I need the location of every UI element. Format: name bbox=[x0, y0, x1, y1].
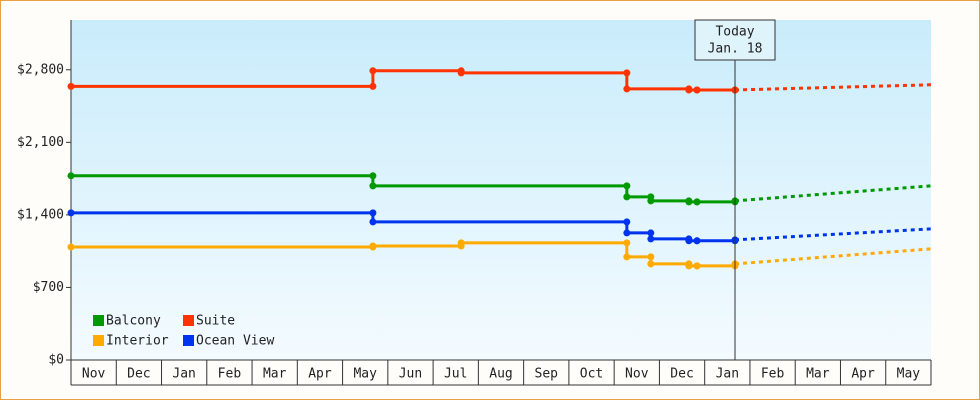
y-tick-label: $2,800 bbox=[17, 62, 64, 77]
point-marker bbox=[67, 172, 75, 180]
x-tick-label: Jan bbox=[716, 367, 739, 382]
x-tick-label: Dec bbox=[670, 367, 693, 382]
x-tick-label: Jan bbox=[172, 367, 195, 382]
point-marker bbox=[369, 242, 377, 250]
x-tick-label: Apr bbox=[308, 367, 332, 382]
point-marker bbox=[369, 182, 377, 190]
point-marker bbox=[693, 198, 701, 206]
point-marker bbox=[693, 86, 701, 94]
today-box bbox=[694, 19, 776, 61]
x-tick-label: Apr bbox=[851, 367, 875, 382]
legend-swatch bbox=[93, 315, 104, 326]
legend-swatch bbox=[93, 335, 104, 346]
legend-label: Interior bbox=[106, 334, 169, 349]
point-marker bbox=[67, 82, 75, 90]
y-tick-label: $0 bbox=[48, 353, 64, 368]
plot-area bbox=[71, 20, 931, 360]
x-tick-label: Feb bbox=[761, 367, 785, 382]
legend-label: Suite bbox=[196, 314, 235, 329]
x-tick-label: Mar bbox=[263, 367, 287, 382]
x-tick-label: Nov bbox=[625, 367, 649, 382]
point-marker bbox=[685, 237, 693, 245]
point-marker bbox=[67, 243, 75, 251]
point-marker bbox=[685, 198, 693, 206]
x-tick-label: Aug bbox=[489, 367, 512, 382]
point-marker bbox=[647, 260, 655, 268]
legend-label: Ocean View bbox=[196, 334, 274, 349]
point-marker bbox=[369, 218, 377, 226]
x-tick-label: Oct bbox=[580, 367, 603, 382]
point-marker bbox=[685, 86, 693, 94]
point-marker bbox=[685, 262, 693, 270]
x-tick-label: Mar bbox=[806, 367, 830, 382]
x-tick-label: Jun bbox=[399, 367, 422, 382]
forecast-line bbox=[734, 227, 932, 242]
point-marker bbox=[369, 67, 377, 75]
point-marker bbox=[67, 209, 75, 217]
today-label: Today bbox=[715, 25, 754, 40]
point-marker bbox=[623, 193, 631, 201]
x-tick-label: May bbox=[897, 367, 921, 382]
forecast-line bbox=[734, 184, 932, 203]
forecast-line bbox=[734, 83, 932, 92]
point-marker bbox=[693, 237, 701, 245]
point-marker bbox=[623, 253, 631, 261]
x-tick-label: Feb bbox=[218, 367, 242, 382]
point-marker bbox=[647, 235, 655, 243]
y-tick-label: $1,400 bbox=[17, 207, 64, 222]
x-tick-label: May bbox=[353, 367, 377, 382]
legend-swatch bbox=[183, 335, 194, 346]
x-tick-label: Sep bbox=[535, 367, 559, 382]
today-date: Jan. 18 bbox=[708, 42, 763, 57]
point-marker bbox=[647, 197, 655, 205]
x-tick-label: Jul bbox=[444, 367, 467, 382]
forecast-line bbox=[734, 247, 932, 266]
y-tick-label: $2,100 bbox=[17, 135, 64, 150]
y-tick-label: $700 bbox=[33, 280, 64, 295]
x-tick-label: Nov bbox=[82, 367, 106, 382]
point-marker bbox=[623, 85, 631, 93]
legend-label: Balcony bbox=[106, 314, 161, 329]
point-marker bbox=[623, 229, 631, 237]
point-marker bbox=[457, 69, 465, 77]
point-marker bbox=[693, 262, 701, 270]
point-marker bbox=[457, 239, 465, 247]
x-tick-label: Dec bbox=[127, 367, 150, 382]
legend-swatch bbox=[183, 315, 194, 326]
